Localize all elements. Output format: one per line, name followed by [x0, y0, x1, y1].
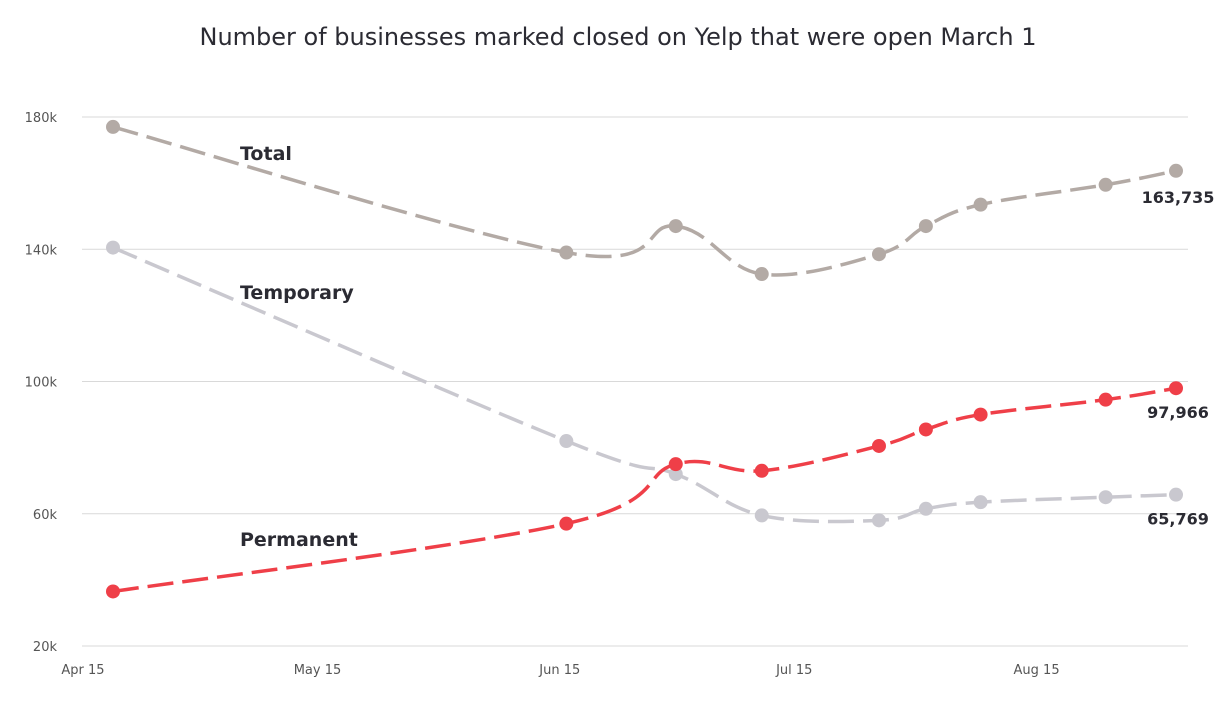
- data-point-total: [754, 267, 769, 282]
- x-tick-label: Aug 15: [1014, 663, 1060, 678]
- x-axis: Apr 15 May 15 Jun 15 Jul 15 Aug 15: [61, 663, 1059, 678]
- y-tick-label: 60k: [33, 508, 58, 523]
- series-line-permanent: [112, 386, 1177, 594]
- end-value-label-total: 163,735: [1142, 188, 1215, 207]
- data-point-temporary: [668, 467, 683, 482]
- series-lines: [112, 125, 1177, 594]
- x-tick-label: Apr 15: [61, 663, 104, 678]
- data-point-total: [973, 197, 988, 212]
- chart-title: Number of businesses marked closed on Ye…: [200, 23, 1037, 51]
- data-point-temporary: [106, 240, 120, 255]
- series-label-permanent: Permanent: [240, 529, 358, 551]
- data-point-total: [106, 119, 120, 134]
- y-tick-label: 20k: [33, 640, 58, 655]
- end-value-label-permanent: 97,966: [1147, 403, 1209, 422]
- series-points: [106, 119, 1183, 599]
- data-point-temporary: [918, 501, 933, 516]
- data-point-temporary: [973, 495, 988, 510]
- data-point-total: [1169, 163, 1183, 178]
- x-tick-label: Jun 15: [538, 663, 580, 678]
- data-point-permanent: [559, 516, 574, 531]
- data-point-total: [559, 245, 574, 260]
- end-value-label-temporary: 65,769: [1147, 510, 1209, 529]
- y-tick-label: 180k: [25, 111, 58, 126]
- data-point-permanent: [918, 422, 933, 437]
- data-point-permanent: [668, 457, 683, 472]
- data-point-total: [871, 247, 886, 262]
- data-point-permanent: [106, 584, 120, 599]
- y-tick-label: 100k: [25, 376, 58, 391]
- y-tick-label: 140k: [25, 243, 58, 258]
- series-line-temporary: [112, 245, 1177, 524]
- data-point-temporary: [871, 513, 886, 528]
- series-label-temporary: Temporary: [240, 282, 354, 304]
- data-point-permanent: [871, 438, 886, 453]
- data-point-total: [668, 219, 683, 234]
- gridlines: [82, 116, 1188, 647]
- data-point-temporary: [754, 508, 769, 523]
- data-point-permanent: [754, 463, 769, 478]
- data-point-temporary: [559, 434, 574, 449]
- data-point-temporary: [1098, 490, 1113, 505]
- y-axis: 20k 60k 100k 140k 180k: [25, 111, 58, 655]
- data-point-permanent: [1169, 381, 1183, 396]
- series-label-total: Total: [240, 143, 292, 165]
- data-point-permanent: [1098, 392, 1113, 407]
- data-point-total: [918, 219, 933, 234]
- x-tick-label: May 15: [294, 663, 342, 678]
- series-labels: Total 163,735 Temporary 65,769 Permanent 97,9…: [240, 143, 1214, 551]
- data-point-permanent: [973, 407, 988, 422]
- x-tick-label: Jul 15: [775, 663, 812, 678]
- data-point-temporary: [1169, 487, 1183, 502]
- series-line-total: [112, 125, 1177, 277]
- data-point-total: [1098, 177, 1113, 192]
